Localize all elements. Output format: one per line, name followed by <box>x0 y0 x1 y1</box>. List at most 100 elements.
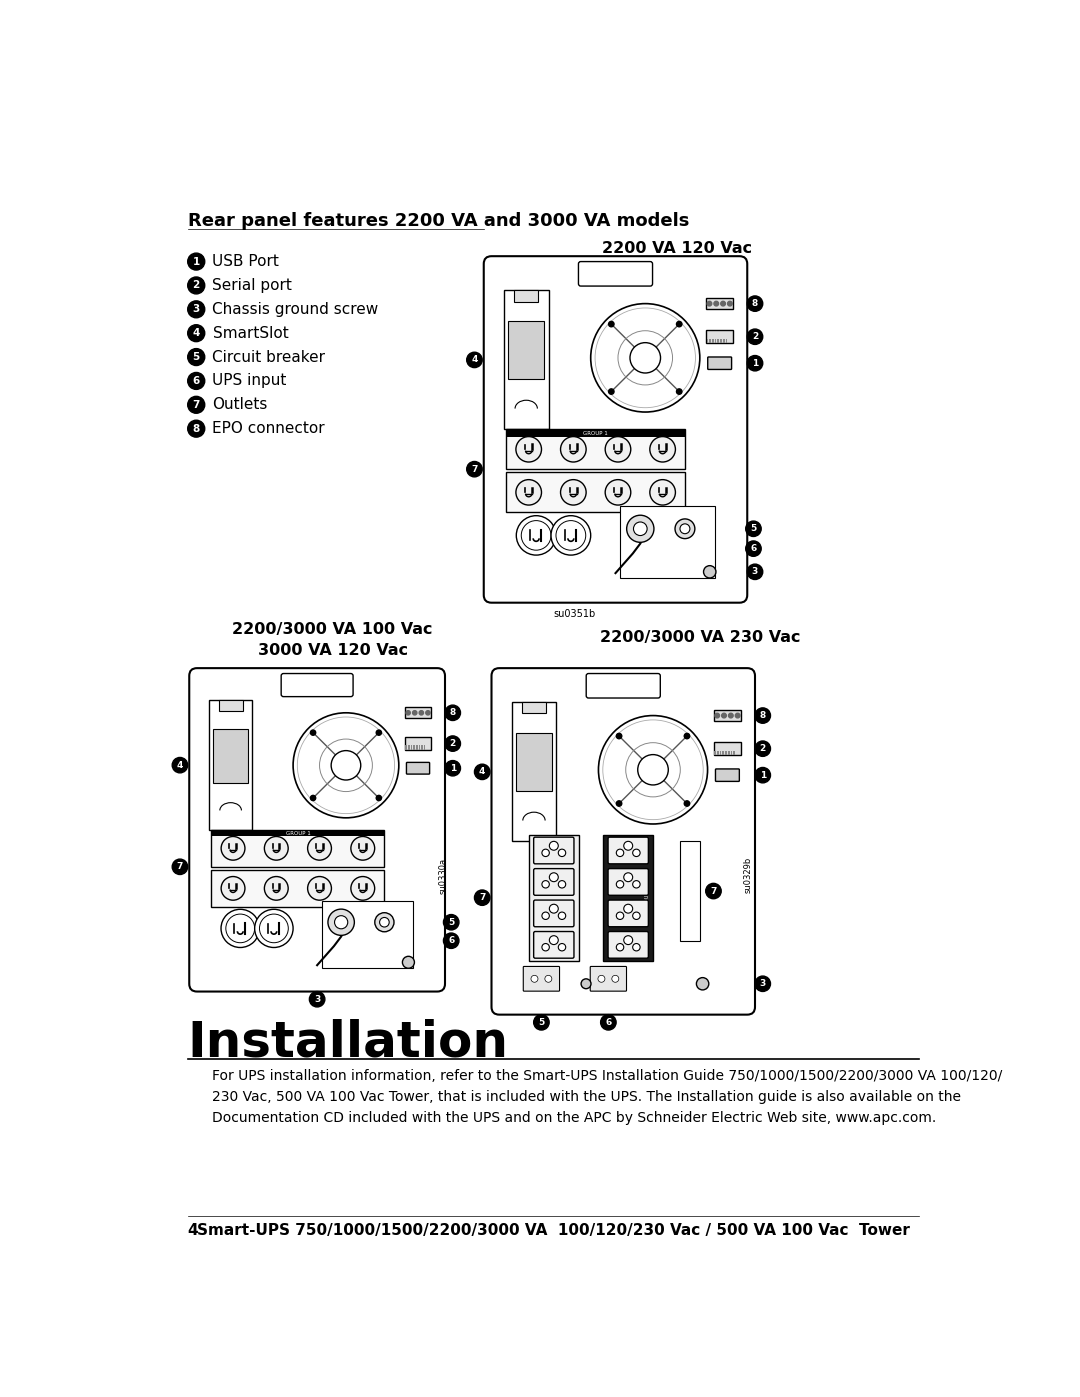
Circle shape <box>630 342 661 373</box>
Bar <box>731 750 732 756</box>
Bar <box>408 746 409 750</box>
Bar <box>416 746 418 750</box>
Circle shape <box>617 912 624 919</box>
Circle shape <box>221 876 245 900</box>
Bar <box>507 472 685 513</box>
Bar <box>507 429 685 437</box>
Circle shape <box>188 397 205 414</box>
Circle shape <box>413 711 417 715</box>
Circle shape <box>550 873 558 882</box>
Text: 4: 4 <box>471 355 477 365</box>
Circle shape <box>376 795 381 800</box>
Bar <box>723 750 724 756</box>
Text: 7: 7 <box>471 465 477 474</box>
Circle shape <box>426 711 430 715</box>
FancyBboxPatch shape <box>715 768 740 781</box>
Circle shape <box>255 909 293 947</box>
Circle shape <box>624 904 633 914</box>
Circle shape <box>617 800 622 806</box>
Circle shape <box>617 880 624 888</box>
Circle shape <box>351 837 375 861</box>
Circle shape <box>172 859 188 875</box>
FancyBboxPatch shape <box>406 763 430 774</box>
Text: 7: 7 <box>192 400 200 409</box>
Circle shape <box>624 841 633 851</box>
Bar <box>717 338 719 344</box>
Bar <box>410 746 413 750</box>
Circle shape <box>516 479 541 506</box>
Text: 1: 1 <box>752 359 758 367</box>
Circle shape <box>747 355 762 372</box>
Circle shape <box>221 837 245 861</box>
Circle shape <box>444 915 459 930</box>
Circle shape <box>605 437 631 462</box>
Text: 2: 2 <box>752 332 758 341</box>
Text: Installation: Installation <box>188 1018 509 1066</box>
Circle shape <box>542 849 550 856</box>
Text: 5: 5 <box>192 352 200 362</box>
Bar <box>733 750 735 756</box>
Circle shape <box>474 764 490 780</box>
Circle shape <box>637 754 669 785</box>
FancyBboxPatch shape <box>586 673 660 698</box>
FancyBboxPatch shape <box>608 837 648 863</box>
Circle shape <box>550 936 558 944</box>
FancyBboxPatch shape <box>579 261 652 286</box>
Circle shape <box>551 515 591 555</box>
Text: 6: 6 <box>751 545 757 553</box>
Circle shape <box>581 979 591 989</box>
Text: SmartSlot: SmartSlot <box>213 326 288 341</box>
FancyBboxPatch shape <box>189 668 445 992</box>
Text: 7: 7 <box>711 887 717 895</box>
Circle shape <box>444 933 459 949</box>
Bar <box>719 750 721 756</box>
Text: 2200 VA 120 Vac: 2200 VA 120 Vac <box>603 240 753 256</box>
Text: 6: 6 <box>605 1018 611 1027</box>
Circle shape <box>531 975 538 982</box>
Circle shape <box>720 302 726 306</box>
Text: su0351b: su0351b <box>554 609 596 619</box>
Text: 5: 5 <box>538 1018 544 1027</box>
Text: 1: 1 <box>449 764 456 773</box>
Circle shape <box>680 524 690 534</box>
Bar <box>405 738 431 750</box>
Bar <box>212 830 384 866</box>
Circle shape <box>516 437 541 462</box>
Bar <box>728 750 730 756</box>
Text: 1: 1 <box>759 771 766 780</box>
Circle shape <box>188 253 205 270</box>
Bar <box>715 338 716 344</box>
Text: 4: 4 <box>480 767 485 777</box>
Circle shape <box>598 715 707 824</box>
Circle shape <box>259 914 288 943</box>
Circle shape <box>675 518 694 539</box>
Text: 8: 8 <box>449 708 456 717</box>
Circle shape <box>633 880 640 888</box>
Bar <box>322 901 414 968</box>
Circle shape <box>617 849 624 856</box>
Circle shape <box>379 918 389 928</box>
Circle shape <box>676 388 681 394</box>
Circle shape <box>328 909 354 936</box>
Circle shape <box>685 733 690 739</box>
Text: 2: 2 <box>449 739 456 749</box>
Circle shape <box>310 731 315 735</box>
Circle shape <box>445 736 460 752</box>
Circle shape <box>745 521 761 536</box>
Text: Outlets: Outlets <box>213 397 268 412</box>
FancyBboxPatch shape <box>534 932 573 958</box>
FancyBboxPatch shape <box>534 900 573 926</box>
Circle shape <box>721 714 727 718</box>
Circle shape <box>556 521 585 550</box>
Bar <box>706 338 708 344</box>
Circle shape <box>467 352 482 367</box>
Circle shape <box>558 943 566 951</box>
Circle shape <box>172 757 188 773</box>
Bar <box>212 830 384 837</box>
Text: 2200/3000 VA 100 Vac
3000 VA 120 Vac: 2200/3000 VA 100 Vac 3000 VA 120 Vac <box>232 622 433 658</box>
Bar <box>712 338 714 344</box>
Circle shape <box>516 515 556 555</box>
Circle shape <box>755 977 770 992</box>
Circle shape <box>617 733 622 739</box>
Circle shape <box>265 837 288 861</box>
